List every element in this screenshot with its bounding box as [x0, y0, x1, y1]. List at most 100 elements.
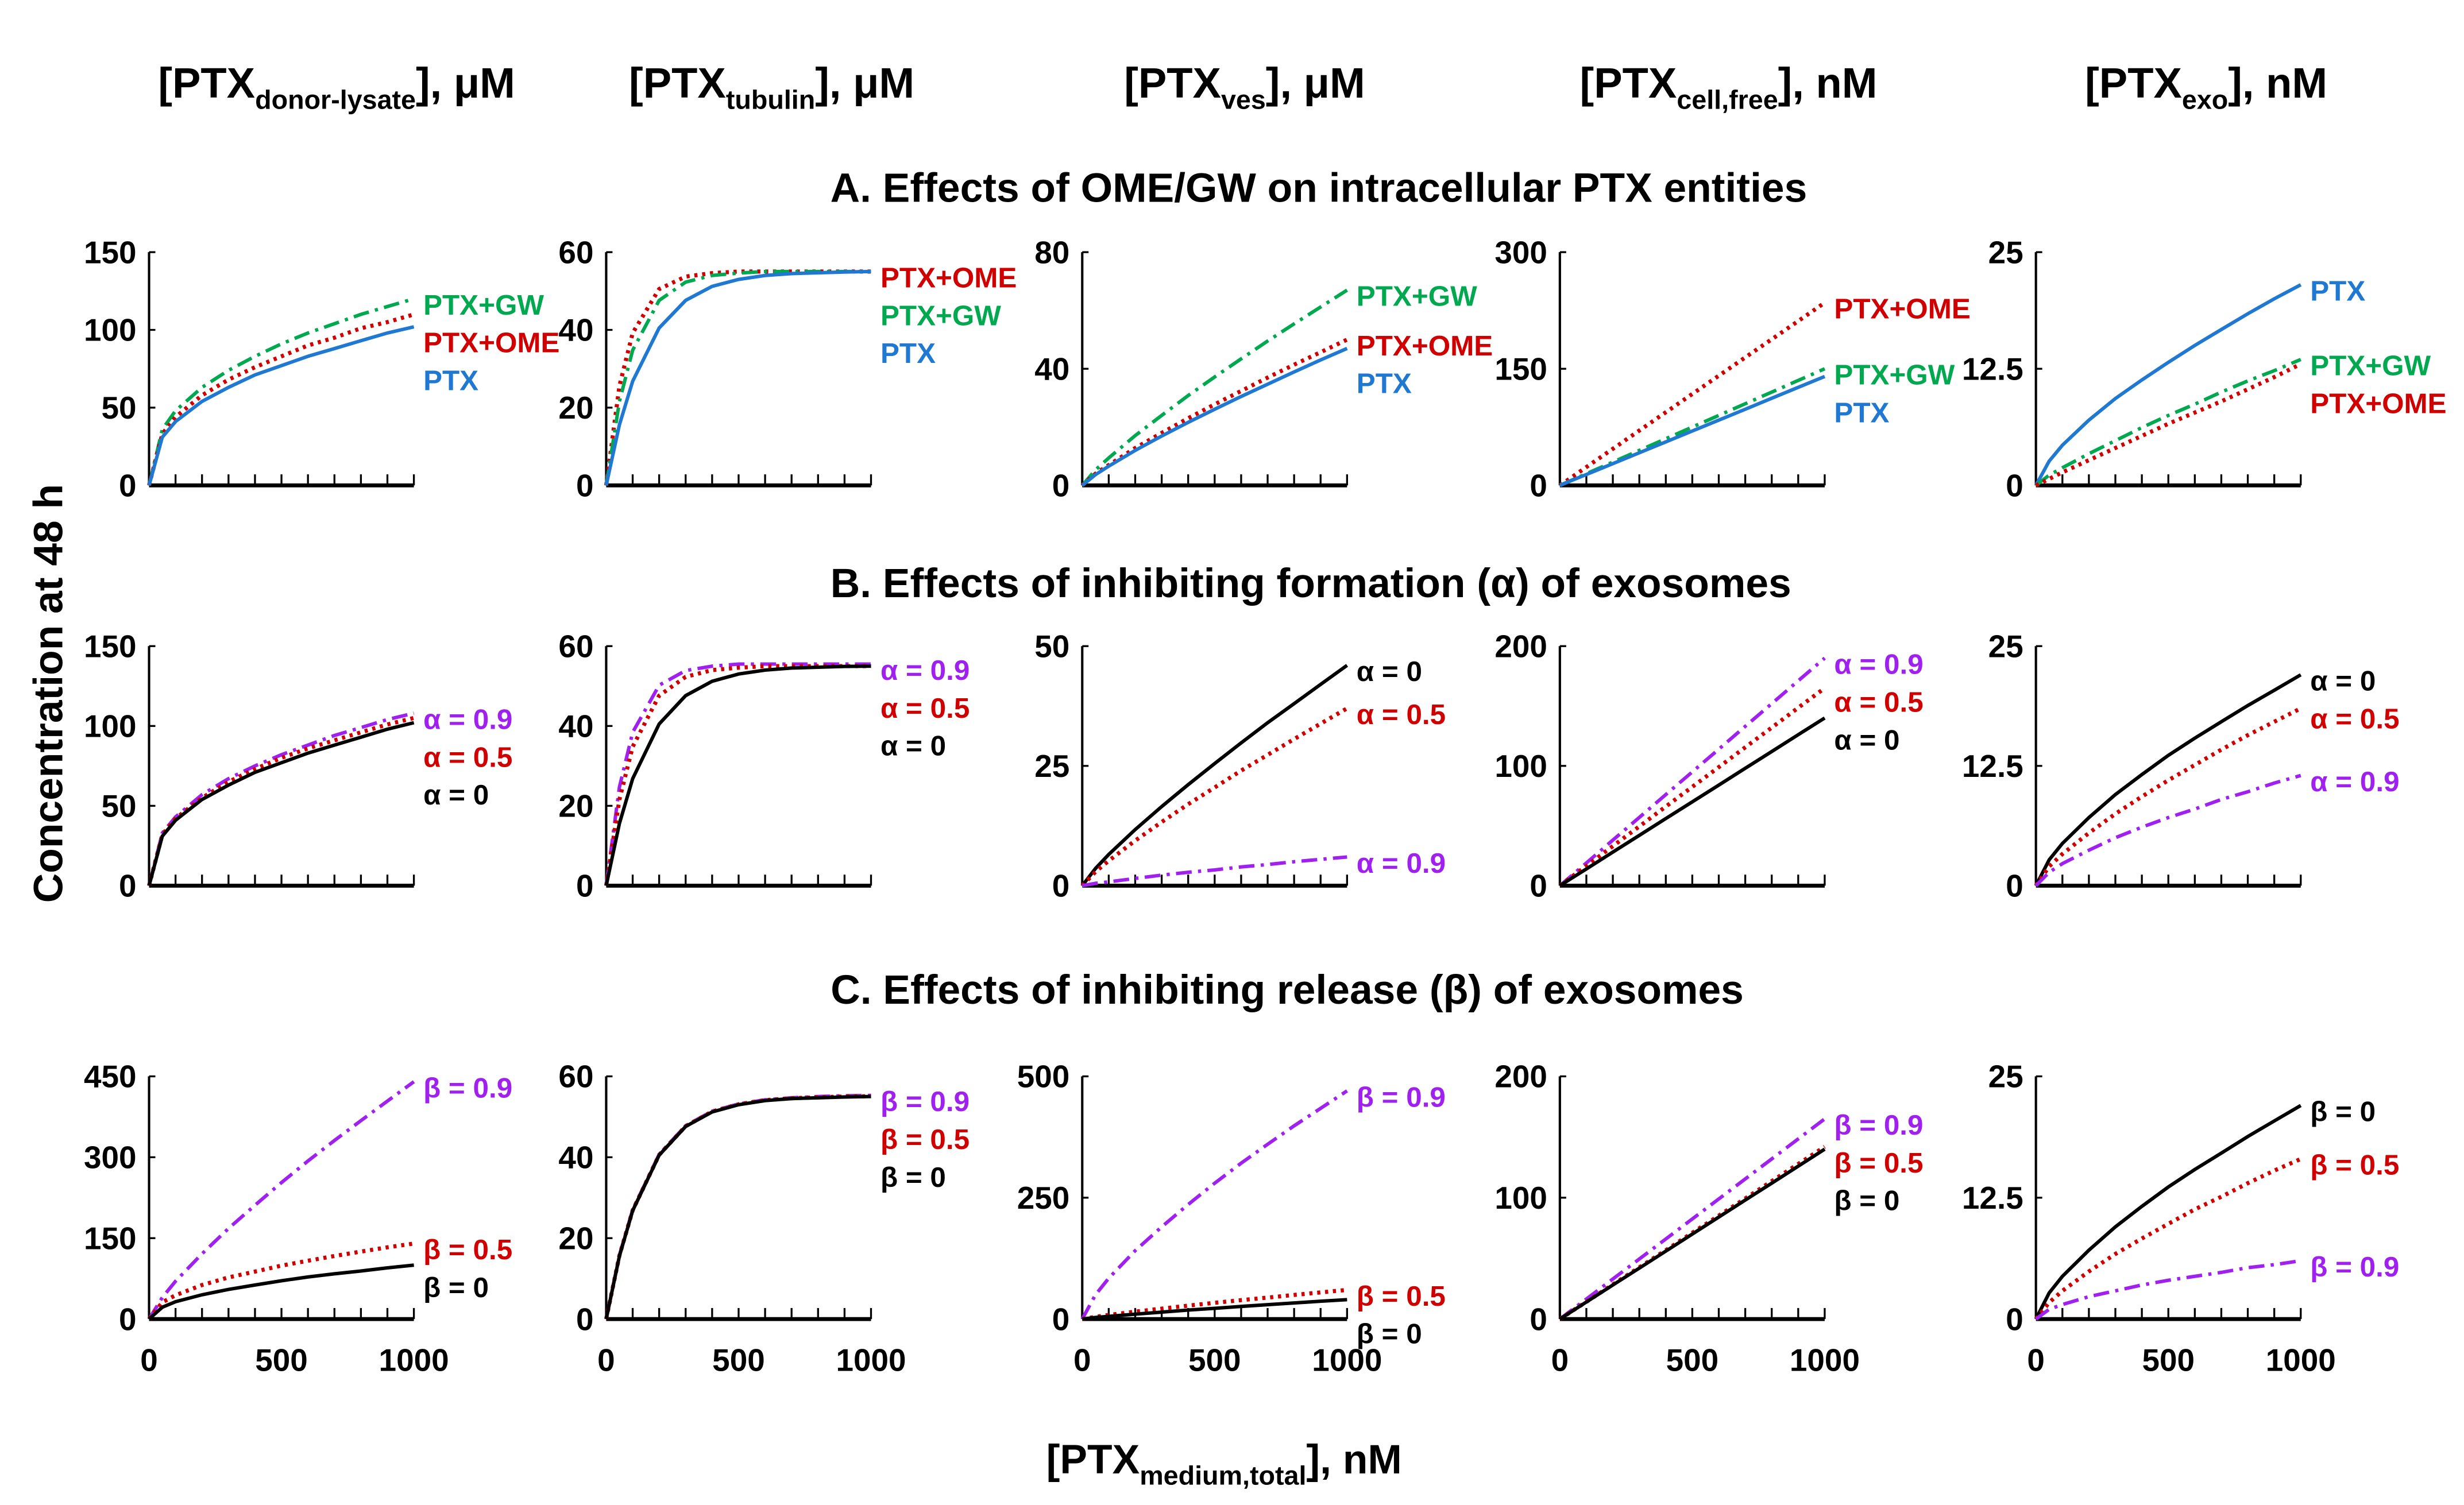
y-tick-label: 200: [1494, 628, 1547, 664]
row-title-b: B. Effects of inhibiting formation (α) o…: [831, 560, 1791, 606]
series-label: α = 0.9: [423, 703, 512, 735]
x-tick-label: 500: [712, 1342, 765, 1378]
series-label: PTX+OME: [2310, 388, 2446, 419]
series-label: α = 0: [423, 779, 489, 811]
y-tick-label: 0: [119, 1301, 137, 1337]
y-tick-label: 40: [558, 312, 593, 348]
series-line--0.5: [1558, 686, 1826, 888]
panel-B3: 0 25 50 α = 0 α = 0.5 α = 0.9: [1034, 628, 1446, 903]
series-label: α = 0.5: [2310, 703, 2399, 735]
x-axis-label: [PTXmedium,total], nM: [1046, 1437, 1402, 1490]
series-line--0.9: [1558, 656, 1826, 887]
series-label: PTX+OME: [880, 262, 1017, 293]
y-tick-label: 0: [1530, 468, 1547, 504]
column-header-tubulin: [PTXtubulin], μM: [629, 59, 914, 114]
y-tick-label: 150: [1494, 351, 1547, 386]
panel-B5: 0 12.5 25 α = 0 α = 0.5 α = 0.9: [1962, 628, 2400, 903]
panel-B4: 0 100 200 α = 0.9 α = 0.5 α = 0: [1494, 628, 1923, 903]
y-tick-label: 150: [84, 1220, 137, 1256]
y-tick-label: 0: [1530, 1301, 1547, 1337]
x-tick-label: 500: [1666, 1342, 1719, 1378]
series-label: PTX: [1834, 397, 1889, 429]
series-line--0.5: [147, 715, 415, 887]
y-tick-label: 0: [119, 468, 137, 504]
column-header-ves: [PTXves], μM: [1124, 59, 1365, 114]
series-label: β = 0.9: [1357, 1081, 1446, 1113]
series-line--0.5: [147, 1241, 415, 1321]
x-tick-label: 0: [1073, 1342, 1091, 1378]
series-line-ptx: [147, 325, 415, 486]
series-label: PTX+OME: [1834, 293, 1970, 325]
y-tick-label: 100: [84, 709, 137, 744]
series-label: β = 0.5: [1357, 1280, 1446, 1312]
series-line--0.9: [147, 1080, 415, 1320]
y-tick-label: 200: [1494, 1059, 1547, 1094]
series-line--0: [1082, 1298, 1347, 1321]
series-label: β = 0.5: [423, 1234, 512, 1266]
panel-A3: 0 40 80 PTX+GW PTX+OME PTX: [1034, 234, 1493, 503]
series-label: β = 0.5: [880, 1124, 970, 1155]
series-line--0.9: [2034, 773, 2301, 887]
x-tick-label: 1000: [1790, 1342, 1860, 1378]
panel-B1: 0 50 100 150 α = 0.9 α = 0.5 α = 0: [84, 628, 512, 903]
series-label: α = 0.5: [423, 741, 512, 773]
series-label: α = 0: [2310, 666, 2376, 697]
y-tick-label: 25: [1988, 628, 2023, 664]
y-tick-label: 0: [1530, 868, 1547, 904]
y-tick-label: 500: [1017, 1059, 1070, 1094]
y-tick-label: 20: [558, 390, 593, 425]
y-tick-label: 0: [1052, 468, 1070, 504]
series-line--0: [1080, 664, 1349, 887]
y-tick-label: 60: [558, 234, 593, 270]
y-tick-label: 12.5: [1962, 1180, 2023, 1216]
y-tick-label: 40: [558, 709, 593, 744]
y-tick-label: 100: [84, 312, 137, 348]
series-line--0: [2034, 1104, 2302, 1320]
y-tick-label: 60: [558, 1059, 593, 1094]
y-tick-label: 50: [102, 390, 137, 425]
x-tick-label: 500: [2142, 1342, 2195, 1378]
series-line-ptx+ome: [147, 312, 415, 486]
series-label: α = 0: [1834, 724, 1899, 756]
y-tick-label: 0: [2006, 468, 2023, 504]
y-tick-label: 12.5: [1962, 351, 2023, 386]
x-tick-label: 0: [2027, 1342, 2045, 1378]
series-label: PTX+GW: [880, 300, 1001, 331]
series-label: β = 0: [1357, 1318, 1422, 1350]
panel-C5: 0 12.5 25 0 500 1000 β = 0 β = 0.5 β = 0.9: [1962, 1059, 2399, 1378]
series-line--0.9: [2034, 1259, 2301, 1321]
y-axis-label: Concentration at 48 h: [26, 484, 72, 903]
series-line--0.9: [1080, 1089, 1349, 1320]
y-tick-label: 150: [84, 234, 137, 270]
series-label: β = 0.5: [2310, 1150, 2399, 1181]
y-tick-label: 0: [2006, 1301, 2023, 1337]
x-tick-label: 1000: [1312, 1342, 1382, 1378]
y-tick-label: 100: [1494, 748, 1547, 784]
y-tick-label: 20: [558, 788, 593, 824]
row-title-c: C. Effects of inhibiting release (β) of …: [831, 967, 1744, 1013]
y-tick-label: 50: [102, 788, 137, 824]
y-tick-label: 25: [1988, 1059, 2023, 1094]
series-line--0: [2034, 673, 2302, 887]
series-label: α = 0.9: [1834, 649, 1923, 680]
x-tick-label: 0: [1551, 1342, 1569, 1378]
series-label: α = 0.5: [1357, 699, 1446, 730]
x-tick-label: 500: [255, 1342, 308, 1378]
series-line-ptx+ome: [2035, 362, 2302, 488]
y-tick-label: 0: [119, 868, 137, 904]
series-line-ptx+gw: [1080, 288, 1348, 487]
series-label: α = 0.5: [880, 692, 970, 724]
y-tick-label: 80: [1034, 234, 1069, 270]
y-tick-label: 60: [558, 628, 593, 664]
panel-A5: 0 12.5 25 PTX PTX+GW PTX+OME: [1962, 234, 2447, 503]
series-line-ptx+gw: [2034, 358, 2301, 487]
panel-A4: 0 150 300 PTX+OME PTX+GW PTX: [1494, 234, 1970, 503]
series-label: PTX+GW: [2310, 350, 2431, 381]
panel-B2: 0 20 40 60 α = 0.9 α = 0.5 α = 0: [558, 628, 970, 903]
series-line--0: [148, 1263, 414, 1321]
y-tick-label: 20: [558, 1220, 593, 1256]
y-tick-label: 0: [576, 468, 594, 504]
y-tick-label: 250: [1017, 1180, 1070, 1216]
